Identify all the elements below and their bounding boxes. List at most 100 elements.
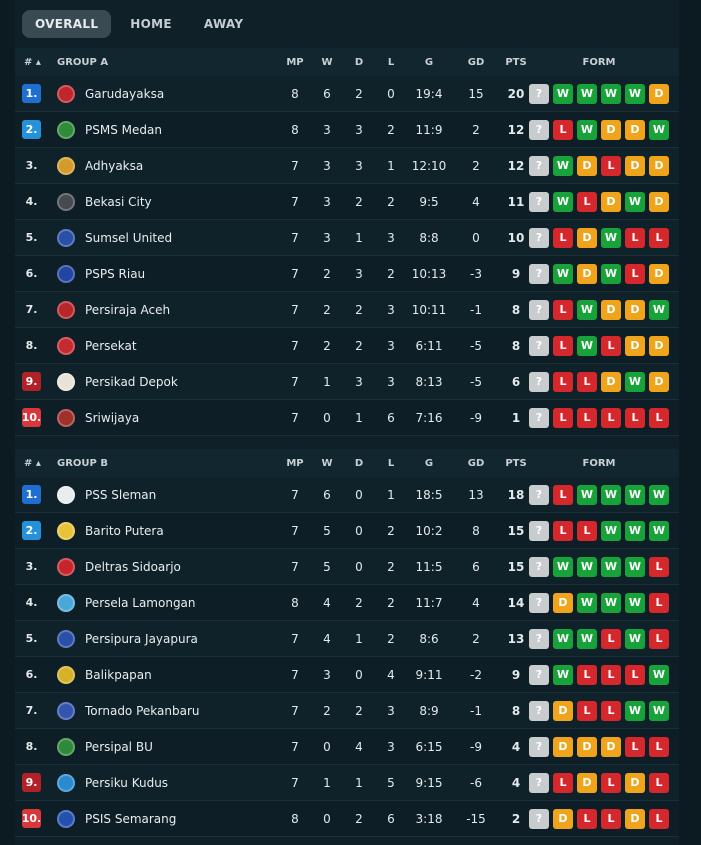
table-row[interactable]: 1. Garudayaksa 8 6 2 0 19:4 15 20? W W W W D xyxy=(15,76,679,112)
form-next-match[interactable]: ? xyxy=(529,83,549,104)
form-draw[interactable]: D xyxy=(625,119,645,140)
table-row[interactable]: 5. Persipura Jayapura 7 4 1 2 8:6 2 13? W W L W L xyxy=(15,621,679,657)
form-draw[interactable]: D xyxy=(649,191,669,212)
form-loss[interactable]: L xyxy=(625,407,645,428)
form-draw[interactable]: D xyxy=(625,155,645,176)
form-win[interactable]: W xyxy=(649,520,669,541)
form-next-match[interactable]: ? xyxy=(529,736,549,757)
table-row[interactable]: 7. Persiraja Aceh 7 2 2 3 10:11 -1 8? L W D D W xyxy=(15,292,679,328)
column-header-d[interactable]: D xyxy=(354,457,364,469)
form-draw[interactable]: D xyxy=(601,736,621,757)
form-win[interactable]: W xyxy=(625,700,645,721)
form-loss[interactable]: L xyxy=(601,407,621,428)
table-row[interactable]: 6. PSPS Riau 7 2 3 2 10:13 -3 9? W D W L D xyxy=(15,256,679,292)
form-win[interactable]: W xyxy=(601,556,621,577)
form-win[interactable]: W xyxy=(553,628,573,649)
form-win[interactable]: W xyxy=(625,83,645,104)
form-win[interactable]: W xyxy=(553,556,573,577)
table-row[interactable]: 9. Persikad Depok 7 1 3 3 8:13 -5 6? L L D W D xyxy=(15,364,679,400)
form-win[interactable]: W xyxy=(601,83,621,104)
form-win[interactable]: W xyxy=(553,263,573,284)
form-next-match[interactable]: ? xyxy=(529,592,549,613)
form-loss[interactable]: L xyxy=(577,700,597,721)
form-draw[interactable]: D xyxy=(601,371,621,392)
form-win[interactable]: W xyxy=(553,664,573,685)
form-loss[interactable]: L xyxy=(649,592,669,613)
team-name[interactable]: PSMS Medan xyxy=(85,122,162,137)
column-header-d[interactable]: D xyxy=(354,56,364,68)
form-win[interactable]: W xyxy=(553,155,573,176)
form-win[interactable]: W xyxy=(649,484,669,505)
table-row[interactable]: 10. PSIS Semarang 8 0 2 6 3:18 -15 2? D L L D L xyxy=(15,801,679,837)
form-loss[interactable]: L xyxy=(625,664,645,685)
team-name[interactable]: Persekat xyxy=(85,338,137,353)
team-name[interactable]: Persiku Kudus xyxy=(85,775,169,790)
form-loss[interactable]: L xyxy=(577,191,597,212)
form-next-match[interactable]: ? xyxy=(529,808,549,829)
form-next-match[interactable]: ? xyxy=(529,628,549,649)
team-name[interactable]: Garudayaksa xyxy=(85,86,165,101)
form-win[interactable]: W xyxy=(601,484,621,505)
form-win[interactable]: W xyxy=(625,628,645,649)
form-loss[interactable]: L xyxy=(577,371,597,392)
team-name[interactable]: Deltras Sidoarjo xyxy=(85,559,181,574)
form-win[interactable]: W xyxy=(577,83,597,104)
form-next-match[interactable]: ? xyxy=(529,772,549,793)
form-draw[interactable]: D xyxy=(577,263,597,284)
form-loss[interactable]: L xyxy=(553,299,573,320)
form-loss[interactable]: L xyxy=(649,227,669,248)
form-win[interactable]: W xyxy=(577,628,597,649)
form-win[interactable]: W xyxy=(649,700,669,721)
column-header-l[interactable]: L xyxy=(387,56,395,68)
form-draw[interactable]: D xyxy=(577,155,597,176)
form-win[interactable]: W xyxy=(577,556,597,577)
form-next-match[interactable]: ? xyxy=(529,299,549,320)
team-name[interactable]: Bekasi City xyxy=(85,194,152,209)
form-draw[interactable]: D xyxy=(553,736,573,757)
column-header-l[interactable]: L xyxy=(387,457,395,469)
form-loss[interactable]: L xyxy=(649,628,669,649)
form-win[interactable]: W xyxy=(577,335,597,356)
team-name[interactable]: PSIS Semarang xyxy=(85,811,177,826)
team-name[interactable]: Barito Putera xyxy=(85,523,164,538)
column-header-pts[interactable]: PTS xyxy=(505,56,527,68)
form-next-match[interactable]: ? xyxy=(529,700,549,721)
team-name[interactable]: Persipal BU xyxy=(85,739,153,754)
form-loss[interactable]: L xyxy=(649,736,669,757)
form-next-match[interactable]: ? xyxy=(529,407,549,428)
form-draw[interactable]: D xyxy=(577,772,597,793)
form-loss[interactable]: L xyxy=(553,335,573,356)
table-row[interactable]: 8. Persekat 7 2 2 3 6:11 -5 8? L W L D D xyxy=(15,328,679,364)
form-win[interactable]: W xyxy=(601,263,621,284)
table-row[interactable]: 3. Adhyaksa 7 3 3 1 12:10 2 12? W D L D D xyxy=(15,148,679,184)
form-loss[interactable]: L xyxy=(553,484,573,505)
form-win[interactable]: W xyxy=(577,299,597,320)
table-row[interactable]: 5. Sumsel United 7 3 1 3 8:8 0 10? L D W L L xyxy=(15,220,679,256)
form-draw[interactable]: D xyxy=(601,119,621,140)
form-draw[interactable]: D xyxy=(553,808,573,829)
form-loss[interactable]: L xyxy=(577,664,597,685)
form-next-match[interactable]: ? xyxy=(529,556,549,577)
form-win[interactable]: W xyxy=(649,299,669,320)
column-header-g[interactable]: G xyxy=(424,457,434,469)
team-name[interactable]: PSS Sleman xyxy=(85,487,157,502)
form-win[interactable]: W xyxy=(649,664,669,685)
form-draw[interactable]: D xyxy=(625,335,645,356)
form-loss[interactable]: L xyxy=(577,808,597,829)
form-win[interactable]: W xyxy=(625,592,645,613)
form-next-match[interactable]: ? xyxy=(529,664,549,685)
team-name[interactable]: Persiraja Aceh xyxy=(85,302,171,317)
form-win[interactable]: W xyxy=(625,556,645,577)
form-loss[interactable]: L xyxy=(649,556,669,577)
table-row[interactable]: 2. PSMS Medan 8 3 3 2 11:9 2 12? L W D D W xyxy=(15,112,679,148)
table-row[interactable]: 7. Tornado Pekanbaru 7 2 2 3 8:9 -1 8? D L L W W xyxy=(15,693,679,729)
table-row[interactable]: 4. Bekasi City 7 3 2 2 9:5 4 11? W L D W D xyxy=(15,184,679,220)
form-next-match[interactable]: ? xyxy=(529,191,549,212)
form-draw[interactable]: D xyxy=(553,592,573,613)
team-name[interactable]: Persipura Jayapura xyxy=(85,631,198,646)
column-header-pts[interactable]: PTS xyxy=(505,457,527,469)
form-win[interactable]: W xyxy=(625,371,645,392)
form-win[interactable]: W xyxy=(553,191,573,212)
team-name[interactable]: Sumsel United xyxy=(85,230,173,245)
form-loss[interactable]: L xyxy=(553,371,573,392)
